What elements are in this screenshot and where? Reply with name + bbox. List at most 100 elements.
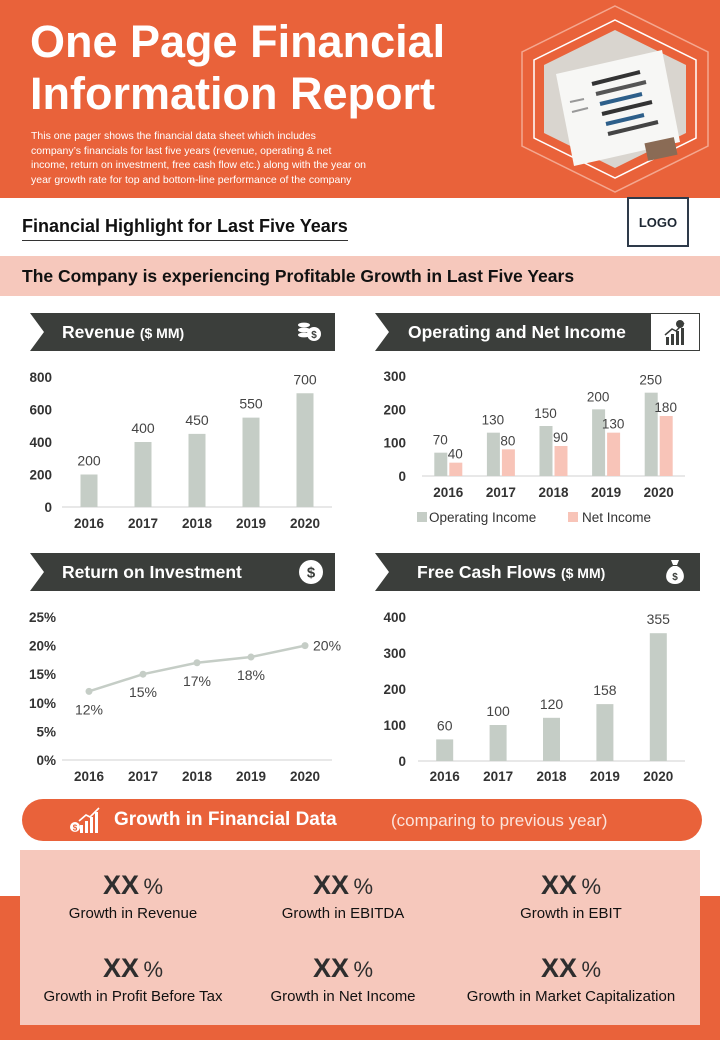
summary-banner-text: The Company is experiencing Profitable G… xyxy=(22,266,575,286)
revenue-bar xyxy=(242,417,260,507)
hexagon-photo-frame xyxy=(512,2,718,196)
y-tick-label: 0% xyxy=(36,753,56,768)
revenue-label: Revenue xyxy=(62,322,135,342)
data-label: 250 xyxy=(639,373,662,388)
x-tick-label: 2019 xyxy=(236,516,266,531)
y-tick-label: 10% xyxy=(29,696,56,711)
y-tick-label: 200 xyxy=(29,468,52,483)
operating-income-bar xyxy=(434,452,448,476)
data-label: 15% xyxy=(129,684,157,700)
operating-income-bar xyxy=(644,392,658,476)
growth-pct: % xyxy=(143,874,164,899)
growth-label: Growth in Profit Before Tax xyxy=(43,988,223,1005)
data-label: 180 xyxy=(654,400,677,415)
subtitle-line: year growth rate for top and bottom-line… xyxy=(31,173,352,186)
x-tick-label: 2017 xyxy=(486,485,516,500)
growth-label: Growth in Market Capitalization xyxy=(466,988,676,1005)
revenue-bar xyxy=(188,433,206,507)
growth-value: XX xyxy=(540,953,577,983)
y-tick-label: 800 xyxy=(29,370,52,385)
legend-label: Net Income xyxy=(582,510,651,525)
fcf-section-label: Free Cash Flows ($ MM) $ xyxy=(375,553,700,591)
growth-chart-icon-box xyxy=(650,313,700,351)
x-tick-label: 2019 xyxy=(236,769,266,784)
growth-label: Growth in EBIT xyxy=(520,905,622,922)
growth-value: XX xyxy=(312,953,349,983)
x-tick-label: 2016 xyxy=(74,516,105,531)
income-label: Operating and Net Income xyxy=(408,322,626,342)
chart-photo-icon xyxy=(569,70,678,161)
svg-text:$: $ xyxy=(307,565,316,582)
growth-value: XX xyxy=(312,870,349,900)
growth-item-ebit: XX % Growth in EBIT xyxy=(458,870,684,922)
growth-label: Growth in Net Income xyxy=(270,988,416,1005)
fcf-chart: 0 100 200 300 400 2016 2017 2018 2019 2020 60 100 12… xyxy=(383,610,685,784)
operating-income-bar xyxy=(539,426,553,476)
fcf-bar xyxy=(543,717,560,761)
x-tick-label: 2020 xyxy=(644,485,674,500)
growth-value: XX xyxy=(540,870,577,900)
growth-item-revenue: XX % Growth in Revenue xyxy=(20,870,246,922)
x-tick-label: 2020 xyxy=(643,769,673,784)
x-tick-label: 2018 xyxy=(538,485,569,500)
y-tick-label: 200 xyxy=(383,682,406,697)
data-label: 40 xyxy=(448,447,463,462)
fcf-unit: ($ MM) xyxy=(560,565,606,581)
growth-header: $ Growth in Financial Data (comparing to… xyxy=(22,799,702,841)
x-tick-label: 2016 xyxy=(433,485,464,500)
net-income-bar xyxy=(554,446,568,476)
roi-point xyxy=(85,687,93,695)
growth-label: Growth in EBITDA xyxy=(281,905,405,922)
logo-placeholder: LOGO xyxy=(627,197,689,247)
y-tick-label: 100 xyxy=(383,718,406,733)
y-tick-label: 0 xyxy=(398,469,406,484)
growth-chart-icon xyxy=(664,320,685,345)
roi-point xyxy=(193,659,201,667)
data-label: 355 xyxy=(647,611,671,627)
growth-pct: % xyxy=(143,957,164,982)
y-tick-label: 20% xyxy=(29,639,56,654)
net-income-bar xyxy=(449,462,463,476)
growth-bars-icon: $ xyxy=(70,807,100,833)
data-label: 130 xyxy=(482,413,505,428)
data-label: 200 xyxy=(587,389,610,404)
roi-point xyxy=(139,670,147,678)
fcf-bar xyxy=(649,633,667,761)
operating-income-bar xyxy=(486,432,500,476)
roi-point xyxy=(301,642,309,650)
legend-swatch xyxy=(417,512,427,522)
y-tick-label: 0 xyxy=(398,754,406,769)
data-label: 400 xyxy=(131,420,155,436)
x-tick-label: 2018 xyxy=(182,516,213,531)
growth-item-ebitda: XX % Growth in EBITDA xyxy=(230,870,456,922)
data-label: 17% xyxy=(183,673,211,689)
data-label: 60 xyxy=(437,717,453,733)
x-tick-label: 2017 xyxy=(128,516,158,531)
subtitle-line: company’s financials for last five years… xyxy=(31,144,332,157)
page-subtitle: This one pager shows the financial data … xyxy=(31,129,431,187)
dollar-icon: $ xyxy=(299,560,323,584)
subtitle-line: This one pager shows the financial data … xyxy=(31,130,316,142)
growth-pct: % xyxy=(581,957,602,982)
coins-icon: $ xyxy=(298,322,321,341)
data-label: 12% xyxy=(75,701,103,717)
svg-text:$: $ xyxy=(311,330,317,341)
growth-title: Growth in Financial Data xyxy=(114,809,337,830)
x-tick-label: 2016 xyxy=(430,769,461,784)
revenue-bar xyxy=(296,393,314,507)
revenue-section-label: Revenue ($ MM) $ xyxy=(30,313,335,351)
x-tick-label: 2019 xyxy=(591,485,621,500)
x-tick-label: 2016 xyxy=(74,769,105,784)
page-title: One Page Financial Information Report xyxy=(30,16,510,120)
growth-value: XX xyxy=(102,870,139,900)
growth-value: XX xyxy=(102,953,139,983)
fcf-bar xyxy=(436,739,454,761)
growth-label: Growth in Revenue xyxy=(68,905,198,922)
y-tick-label: 200 xyxy=(383,402,406,417)
legend-swatch xyxy=(568,512,578,522)
money-bag-icon: $ xyxy=(666,560,684,584)
roi-section-label: Return on Investment $ xyxy=(30,553,335,591)
title-line-1: One Page Financial xyxy=(30,16,446,67)
growth-item-profit-before-tax: XX % Growth in Profit Before Tax xyxy=(20,953,246,1005)
revenue-bar xyxy=(80,474,98,507)
